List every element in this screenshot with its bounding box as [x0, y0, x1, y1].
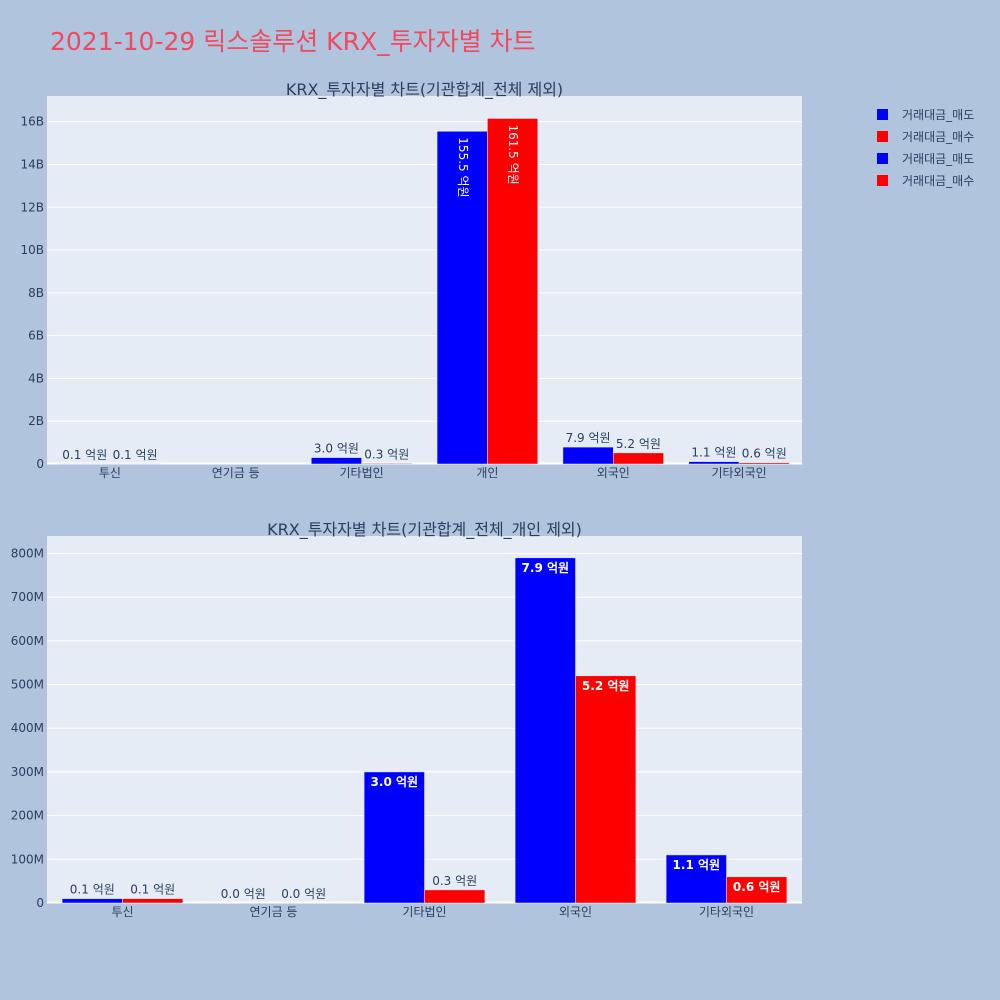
bar-buy[interactable] [122, 898, 184, 904]
legend-label: 거래대금_매수 [902, 130, 974, 144]
chart-title: KRX_투자자별 차트(기관합계_전체_개인 제외) [267, 520, 582, 540]
y-tick-label: 500M [11, 678, 44, 692]
legend-swatch [877, 153, 888, 164]
y-tick-label: 8B [28, 286, 44, 300]
y-tick-label: 800M [11, 546, 44, 560]
legend-swatch [877, 131, 888, 142]
page-title: 2021-10-29 릭스솔루션 KRX_투자자별 차트 [50, 27, 536, 56]
chart-title: KRX_투자자별 차트(기관합계_전체 제외) [286, 80, 563, 100]
y-tick-label: 12B [20, 200, 44, 214]
data-label: 0.6 억원 [733, 880, 781, 894]
bar-buy[interactable] [726, 876, 788, 904]
chart-2: 0 100M 200M 300M 400M 500M 600M 700M 800M KRX_투자자… [11, 520, 802, 919]
legend-label: 거래대금_매수 [902, 174, 974, 188]
y-tick-label: 600M [11, 634, 44, 648]
legend-label: 거래대금_매도 [902, 108, 974, 122]
y-tick-label: 300M [11, 765, 44, 779]
bar-sell[interactable] [665, 854, 727, 904]
data-label: 7.9 억원 [566, 431, 611, 445]
data-label: 161.5 억원 [506, 124, 520, 184]
y-tick-label: 2B [28, 414, 44, 428]
x-tick-label: 외국인 [559, 905, 592, 919]
data-label: 7.9 억원 [522, 561, 570, 575]
bar-buy[interactable] [613, 452, 664, 465]
bar-buy[interactable] [738, 462, 790, 465]
bar-sell[interactable] [311, 457, 362, 465]
data-label: 0.1 억원 [130, 883, 175, 897]
y-tick-label: 4B [28, 371, 44, 385]
legend-swatch [877, 109, 888, 120]
bar-sell[interactable] [61, 898, 123, 904]
chart-1: 0 2B 4B 6B 8B 10B 12B 14B 16B KRX_투자자별 차트(기관합계_전체… [20, 80, 802, 480]
y-tick-label: 200M [11, 809, 44, 823]
y-tick-label: 0 [36, 896, 44, 910]
data-label: 0.6 억원 [742, 447, 787, 461]
bar-buy[interactable] [487, 118, 538, 465]
data-label: 0.3 억원 [364, 447, 409, 461]
y-tick-label: 16B [20, 115, 44, 129]
data-label: 5.2 억원 [616, 437, 661, 451]
legend-item[interactable]: 거래대금_매수 [877, 174, 974, 188]
x-tick-label: 투신 [99, 466, 121, 480]
data-label: 3.0 억원 [314, 442, 359, 456]
data-label: 0.3 억원 [432, 874, 477, 888]
legend-label: 거래대금_매도 [902, 152, 974, 166]
y-tick-label: 400M [11, 721, 44, 735]
data-label: 0.1 억원 [113, 448, 158, 462]
y-tick-label: 0 [36, 457, 44, 471]
data-label: 1.1 억원 [673, 858, 721, 872]
bar-buy[interactable] [361, 463, 413, 465]
y-tick-label: 6B [28, 329, 44, 343]
data-label: 3.0 억원 [371, 775, 419, 789]
bar-sell[interactable] [363, 771, 425, 904]
legend-item[interactable]: 거래대금_매수 [877, 130, 974, 144]
data-label: 1.1 억원 [691, 446, 736, 460]
bar-sell[interactable] [562, 446, 614, 465]
x-tick-label: 개인 [476, 466, 498, 480]
x-tick-label: 외국인 [597, 466, 630, 480]
data-label: 0.1 억원 [70, 883, 115, 897]
bar-buy[interactable] [575, 675, 637, 904]
y-tick-label: 14B [20, 157, 44, 171]
bar-sell[interactable] [688, 461, 740, 465]
data-label: 155.5 억원 [456, 137, 470, 197]
y-tick-label: 700M [11, 590, 44, 604]
y-tick-label: 100M [11, 852, 44, 866]
data-label: 5.2 억원 [582, 679, 630, 693]
x-tick-label: 기타외국인 [711, 466, 766, 480]
legend-item[interactable]: 거래대금_매도 [877, 152, 974, 166]
data-label: 0.0 억원 [281, 887, 326, 901]
legend-swatch [877, 175, 888, 186]
data-label: 0.1 억원 [62, 448, 107, 462]
x-tick-label: 연기금 등 [250, 905, 298, 919]
legend-item[interactable]: 거래대금_매도 [877, 108, 974, 122]
bar-sell[interactable] [436, 131, 488, 465]
bar-buy[interactable] [424, 889, 486, 904]
x-tick-label: 기타법인 [339, 466, 383, 480]
x-tick-label: 투신 [111, 905, 133, 919]
x-tick-label: 기타외국인 [699, 905, 754, 919]
plot-area [47, 96, 802, 464]
x-tick-label: 기타법인 [402, 905, 446, 919]
y-tick-label: 10B [20, 243, 44, 257]
bar-sell[interactable] [514, 557, 576, 904]
x-tick-label: 연기금 등 [212, 466, 260, 480]
data-label: 0.0 억원 [221, 887, 266, 901]
